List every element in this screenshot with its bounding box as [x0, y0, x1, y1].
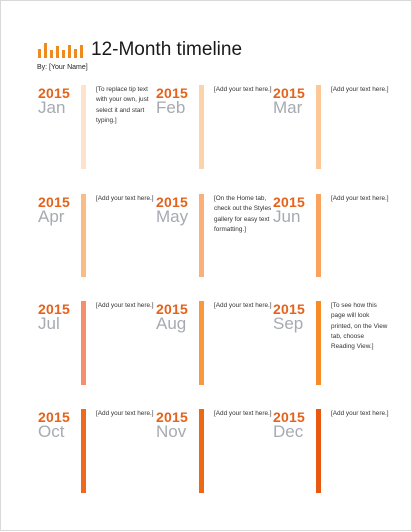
timeline-bar: [199, 194, 204, 277]
timeline-bar: [316, 301, 321, 385]
month-note[interactable]: [Add your text here.]: [214, 410, 272, 417]
year-label: 2015: [38, 301, 70, 317]
timeline-bar: [81, 409, 86, 493]
month-note[interactable]: [Add your text here.]: [96, 302, 154, 309]
timeline-bar: [81, 194, 86, 277]
year-label: 2015: [273, 301, 305, 317]
month-note[interactable]: [To replace tip text with your own, just…: [96, 86, 149, 124]
year-label: 2015: [273, 409, 305, 425]
month-label: Apr: [38, 207, 65, 226]
month-label: Jun: [273, 207, 301, 226]
month-block-mar: 2015 Mar [Add your text here.]: [273, 85, 391, 185]
year-label: 2015: [273, 194, 305, 210]
month-label: Feb: [156, 98, 186, 117]
month-note[interactable]: [Add your text here.]: [331, 410, 389, 417]
month-block-sep: 2015 Sep [To see how this page will look…: [273, 301, 391, 401]
month-block-dec: 2015 Dec [Add your text here.]: [273, 409, 391, 509]
timeline-bar: [199, 85, 204, 169]
year-label: 2015: [156, 409, 188, 425]
month-note[interactable]: [Add your text here.]: [96, 195, 154, 202]
timeline-bar: [316, 409, 321, 493]
month-label: Aug: [156, 314, 187, 333]
month-label: Dec: [273, 422, 304, 441]
month-label: Oct: [38, 422, 65, 441]
month-block-jul: 2015 Jul [Add your text here.]: [38, 301, 156, 401]
month-note[interactable]: [To see how this page will look printed,…: [331, 302, 388, 351]
month-block-may: 2015 May [On the Home tab, check out the…: [156, 194, 274, 294]
timeline-bar: [199, 409, 204, 493]
timeline-bar: [316, 85, 321, 169]
month-note[interactable]: [Add your text here.]: [331, 86, 389, 93]
month-label: May: [156, 207, 189, 226]
timeline-bar: [316, 194, 321, 277]
timeline-bar: [81, 85, 86, 169]
month-note[interactable]: [Add your text here.]: [214, 86, 272, 93]
month-note[interactable]: [Add your text here.]: [214, 302, 272, 309]
month-block-jan: 2015 Jan [To replace tip text with your …: [38, 85, 156, 185]
year-label: 2015: [273, 85, 305, 101]
month-note[interactable]: [Add your text here.]: [331, 195, 389, 202]
month-note[interactable]: [Add your text here.]: [96, 410, 154, 417]
year-label: 2015: [38, 409, 70, 425]
document-title[interactable]: 12-Month timeline: [91, 39, 243, 60]
month-block-nov: 2015 Nov [Add your text here.]: [156, 409, 274, 509]
month-label: Sep: [273, 314, 304, 333]
year-label: 2015: [38, 194, 70, 210]
year-label: 2015: [156, 194, 188, 210]
month-block-feb: 2015 Feb [Add your text here.]: [156, 85, 274, 185]
timeline-bar: [199, 301, 204, 385]
month-label: Mar: [273, 98, 303, 117]
month-block-oct: 2015 Oct [Add your text here.]: [38, 409, 156, 509]
author-byline[interactable]: By: [Your Name]: [37, 64, 88, 71]
month-label: Jul: [38, 314, 60, 333]
month-block-aug: 2015 Aug [Add your text here.]: [156, 301, 274, 401]
year-label: 2015: [38, 85, 70, 101]
timeline-bar: [81, 301, 86, 385]
month-label: Jan: [38, 98, 66, 117]
year-label: 2015: [156, 301, 188, 317]
timeline-logo-icon: [38, 43, 86, 58]
month-label: Nov: [156, 422, 187, 441]
month-block-apr: 2015 Apr [Add your text here.]: [38, 194, 156, 294]
month-block-jun: 2015 Jun [Add your text here.]: [273, 194, 391, 294]
year-label: 2015: [156, 85, 188, 101]
month-note[interactable]: [On the Home tab, check out the Styles g…: [214, 195, 272, 233]
